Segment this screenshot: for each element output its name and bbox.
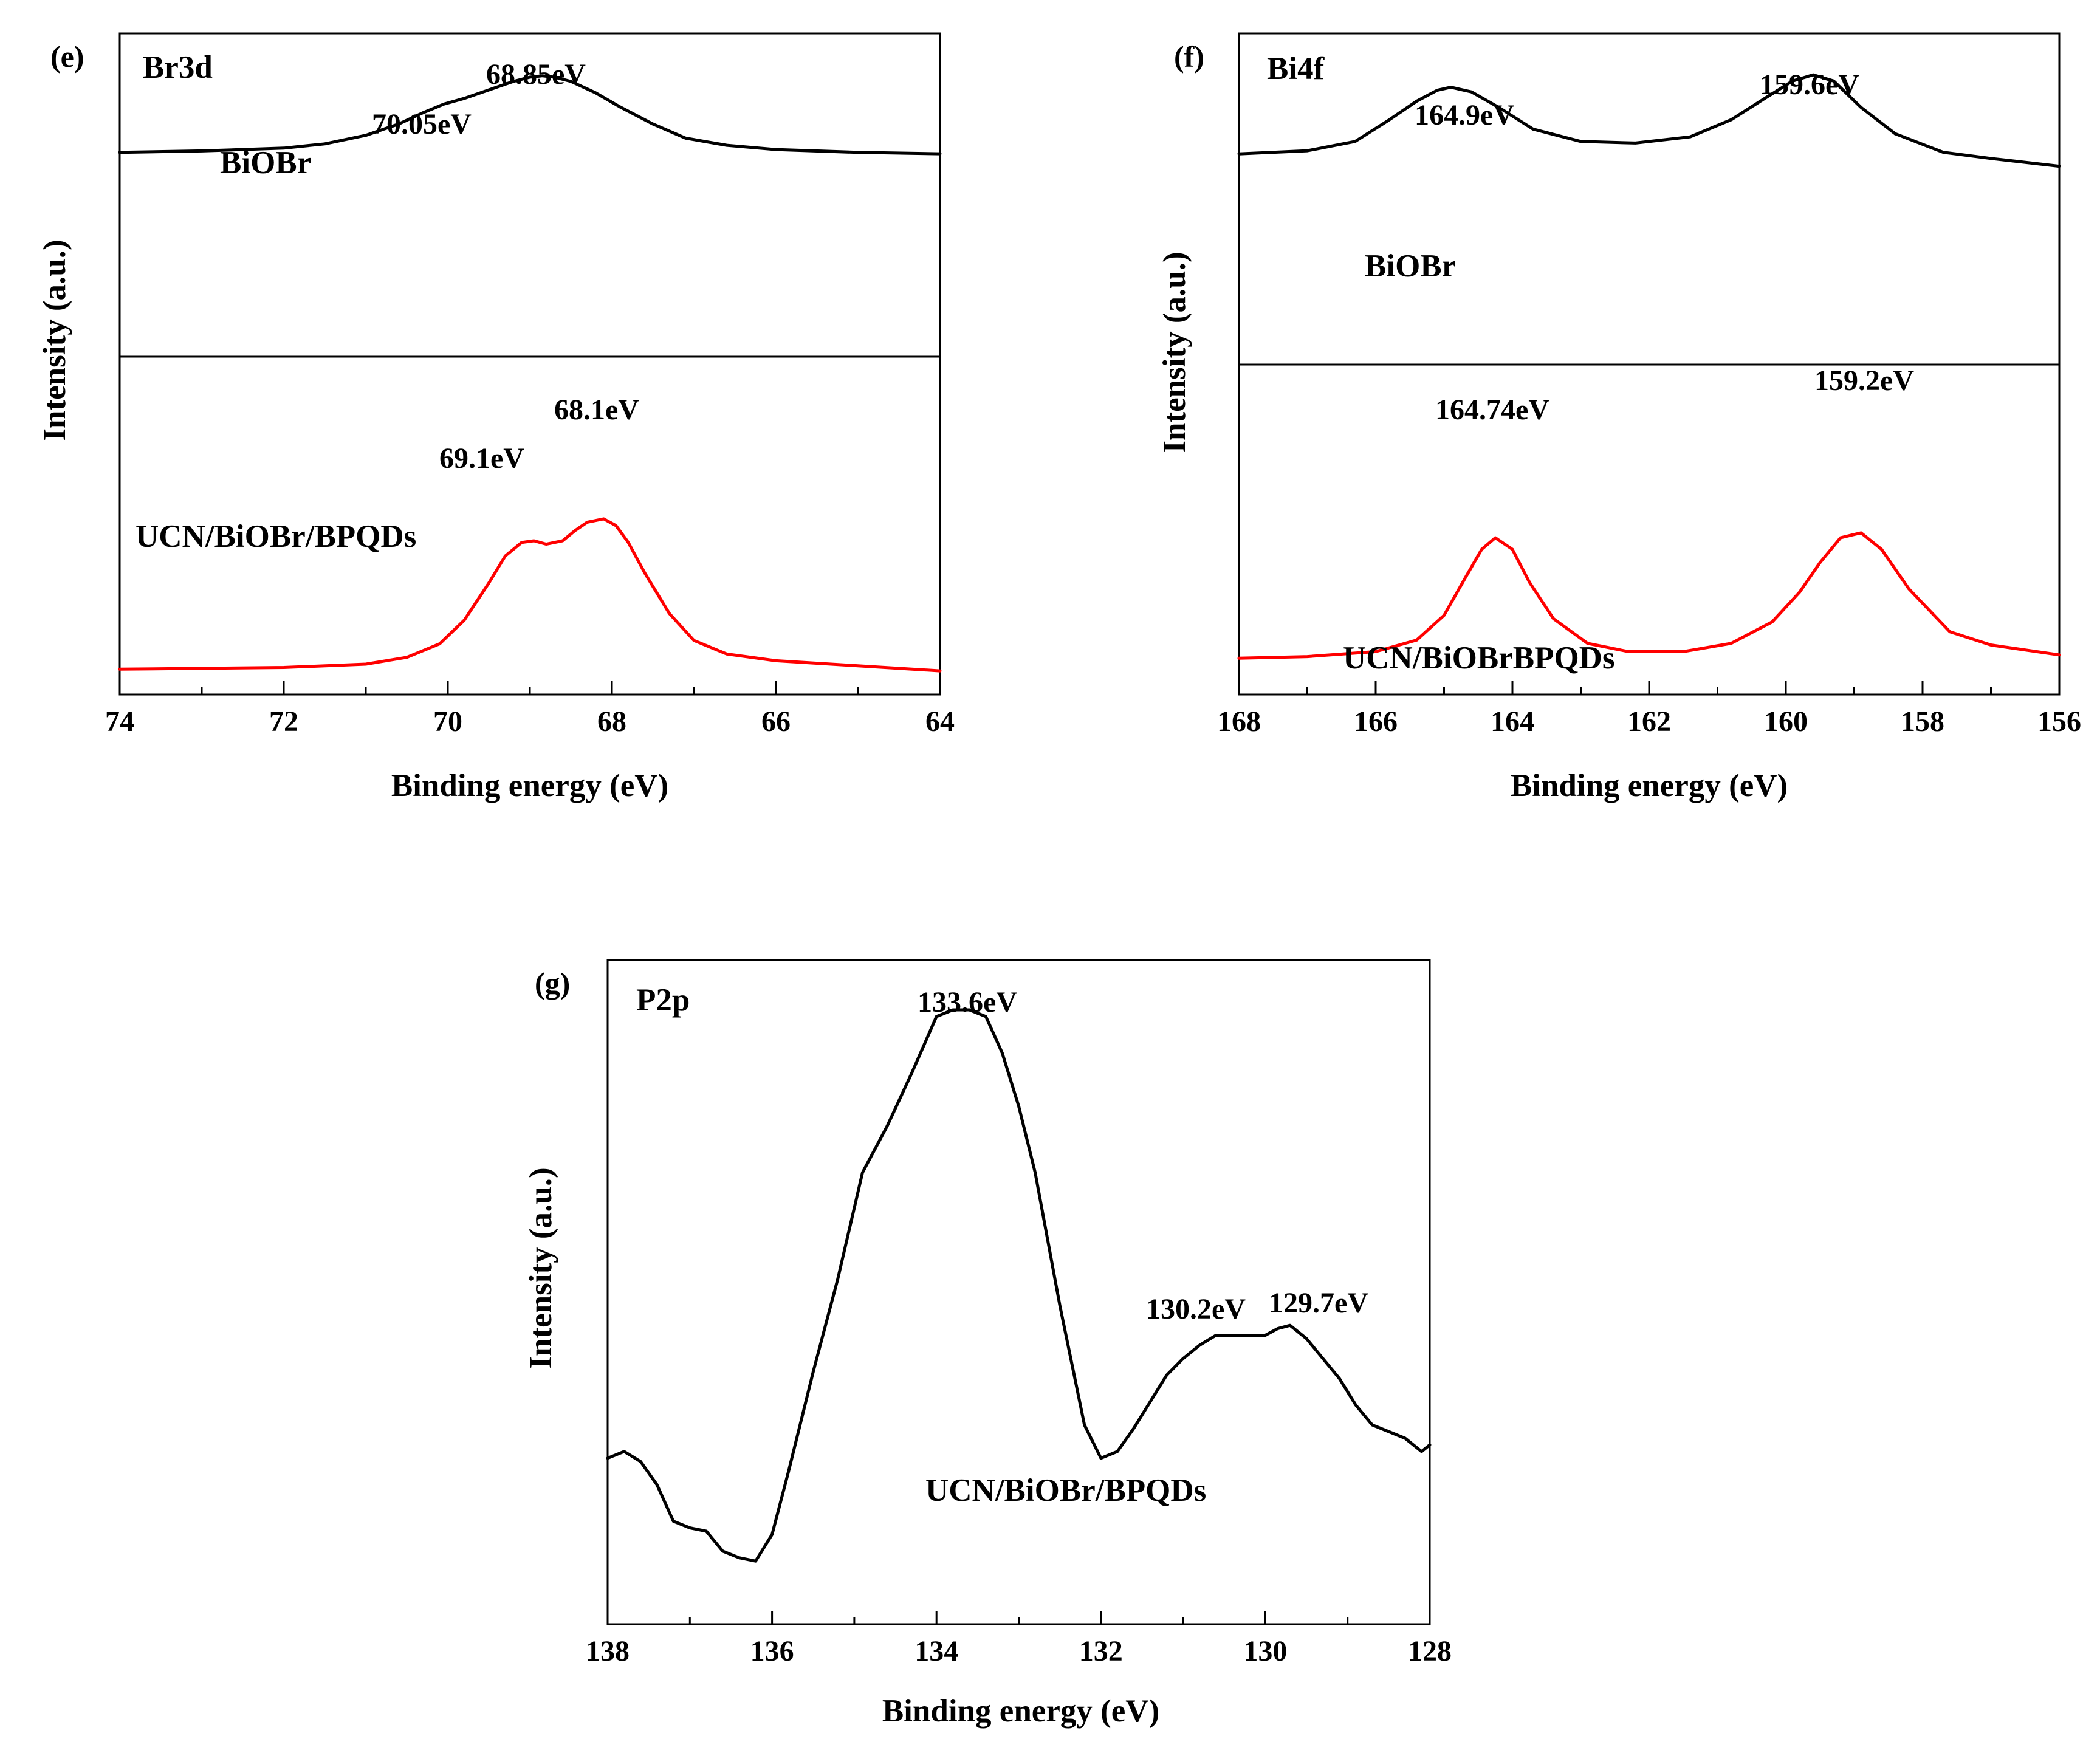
peak-label-130-2: 130.2eV — [1146, 1293, 1246, 1325]
x-tick-label: 68 — [597, 705, 626, 738]
peak-label-164-9: 164.9eV — [1415, 99, 1514, 131]
x-tick-label: 74 — [105, 705, 134, 738]
panel-g: 138 136 134 132 130 128 (g) P2p UCN/BiOBr/BPQ… — [523, 959, 1452, 1729]
x-tick-label: 160 — [1764, 705, 1808, 738]
element-label-bi4f: Bi4f — [1267, 51, 1325, 86]
panel-f: 168 166 164 162 160 158 156 (f) Bi4f BiOBr UCN… — [1157, 32, 2081, 803]
x-tick-label: 158 — [1901, 705, 1944, 738]
sample-label-ucn-g: UCN/BiOBr/BPQDs — [925, 1473, 1206, 1508]
sample-label-ucn-e: UCN/BiOBr/BPQDs — [136, 519, 416, 554]
element-label-br3d: Br3d — [143, 50, 213, 85]
x-tick-label: 72 — [269, 705, 298, 738]
peak-label-69-1: 69.1eV — [439, 442, 524, 475]
x-tick-label: 128 — [1408, 1635, 1452, 1667]
peak-label-68-85: 68.85eV — [486, 58, 586, 91]
peak-label-159-2: 159.2eV — [1814, 365, 1914, 397]
y-axis-title-g: Intensity (a.u.) — [523, 1167, 558, 1368]
x-axis-title-f: Binding energy (eV) — [1511, 768, 1788, 803]
sample-label-ucn-f: UCN/BiOBrBPQDs — [1343, 640, 1615, 676]
x-tick-label: 166 — [1354, 705, 1398, 738]
x-tick-label: 134 — [914, 1635, 958, 1667]
x-axis-title-e: Binding energy (eV) — [391, 768, 668, 803]
x-tick-label: 130 — [1243, 1635, 1287, 1667]
x-ticks-f: 168 166 164 162 160 158 156 — [1217, 681, 2081, 738]
x-tick-label: 64 — [925, 705, 955, 738]
x-tick-label: 162 — [1627, 705, 1671, 738]
peak-label-159-6: 159.6eV — [1760, 69, 1859, 101]
series-line-ucn-biobr-bpqds — [606, 1008, 1432, 1563]
x-tick-label: 138 — [586, 1635, 630, 1667]
x-tick-label: 70 — [433, 705, 462, 738]
peak-label-70-05: 70.05eV — [372, 108, 472, 140]
x-tick-label: 168 — [1217, 705, 1261, 738]
series-line-ucn-biobrbpqds — [1237, 531, 2061, 660]
peak-label-164-74: 164.74eV — [1435, 394, 1549, 426]
sample-label-biobr-e: BiOBr — [220, 145, 311, 180]
x-ticks-e: 74 72 70 68 66 64 — [105, 681, 955, 738]
y-axis-title-e: Intensity (a.u.) — [37, 239, 72, 441]
panel-letter-f: (f) — [1174, 39, 1204, 74]
peak-label-129-7: 129.7eV — [1269, 1287, 1368, 1319]
panel-letter-g: (g) — [535, 966, 570, 1000]
y-axis-title-f: Intensity (a.u.) — [1157, 252, 1192, 453]
x-axis-title-g: Binding energy (eV) — [882, 1693, 1159, 1729]
peak-label-68-1: 68.1eV — [554, 394, 639, 426]
curves-f — [1237, 73, 2061, 660]
x-tick-label: 136 — [750, 1635, 794, 1667]
curves-g — [606, 1008, 1432, 1563]
x-tick-label: 164 — [1491, 705, 1534, 738]
panel-letter-e: (e) — [50, 39, 84, 74]
x-tick-label: 66 — [761, 705, 791, 738]
element-label-p2p: P2p — [636, 983, 690, 1018]
sample-label-biobr-f: BiOBr — [1365, 249, 1456, 284]
plot-frame-e — [118, 32, 941, 696]
peak-label-133-6: 133.6eV — [918, 986, 1017, 1018]
x-ticks-g: 138 136 134 132 130 128 — [586, 1611, 1452, 1667]
x-tick-label: 156 — [2037, 705, 2081, 738]
curves-e — [118, 74, 942, 673]
series-line-biobr — [1237, 73, 2061, 168]
series-line-ucn-biobr-bpqds — [118, 517, 942, 673]
panel-e: 74 72 70 68 66 64 (e) Br3d BiOBr UCN/BiOBr/BP… — [37, 32, 955, 803]
series-line-biobr — [118, 74, 942, 156]
x-tick-label: 132 — [1079, 1635, 1123, 1667]
